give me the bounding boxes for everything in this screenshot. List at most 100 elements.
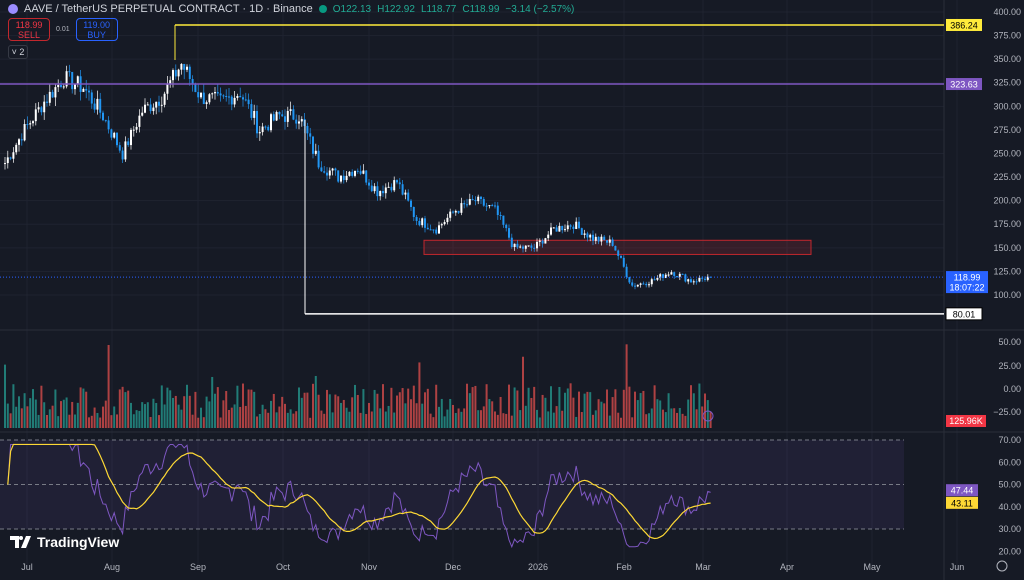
volume-bar <box>667 393 670 428</box>
volume-bar <box>158 415 160 428</box>
candle <box>396 180 398 183</box>
volume-bar <box>659 400 662 428</box>
volume-bar <box>690 385 692 428</box>
volume-bar <box>177 404 180 428</box>
candle <box>684 274 687 282</box>
volume-bar <box>286 412 289 428</box>
candle <box>9 157 12 159</box>
candle <box>20 139 23 141</box>
volume-bar <box>676 412 678 428</box>
volume-bar <box>270 400 272 428</box>
volume-tick-label: −25.00 <box>993 407 1021 417</box>
candle <box>622 257 625 267</box>
volume-bar <box>468 393 471 428</box>
volume-bar <box>183 396 186 428</box>
volume-bar <box>480 410 482 428</box>
candle <box>530 245 533 248</box>
volume-bar <box>314 375 317 428</box>
candle <box>376 186 379 197</box>
volume-bar <box>471 387 474 428</box>
volume-bar <box>233 404 236 428</box>
candle <box>662 274 664 279</box>
volume-bar <box>572 397 575 428</box>
candle <box>113 132 116 138</box>
volume-bar <box>342 399 345 428</box>
candle <box>323 171 326 173</box>
candle <box>572 226 575 229</box>
candle <box>645 283 648 286</box>
symbol-title[interactable]: AAVE / TetherUS PERPETUAL CONTRACT · 1D … <box>24 3 313 15</box>
volume-bar <box>68 414 71 428</box>
rsi-ma-value: 43.11 <box>951 498 973 508</box>
volume-bar <box>135 410 138 428</box>
candle <box>267 126 270 131</box>
candle <box>194 83 197 93</box>
candle <box>328 170 331 176</box>
candle <box>628 277 631 283</box>
volume-bar <box>275 412 278 428</box>
candle <box>295 119 298 124</box>
candle <box>228 96 230 98</box>
candle <box>160 104 163 106</box>
candle <box>244 99 247 101</box>
level-label: 386.24 <box>950 20 978 30</box>
candle <box>505 224 508 229</box>
candle <box>424 218 426 228</box>
volume-bar <box>194 391 197 428</box>
candle <box>166 84 169 94</box>
ohlc-high: H122.92 <box>377 3 415 15</box>
volume-bar <box>454 413 457 428</box>
tradingview-logo[interactable]: TradingView <box>10 534 119 550</box>
volume-bar <box>4 364 6 428</box>
market-open-icon <box>318 5 327 13</box>
sell-button[interactable]: 118.99 SELL <box>8 18 50 41</box>
candle <box>163 93 166 105</box>
volume-bar <box>166 387 169 428</box>
volume-bar <box>407 388 410 428</box>
volume-bar <box>340 402 342 428</box>
candle <box>26 124 29 126</box>
volume-bar <box>317 394 320 428</box>
volume-bar <box>172 397 174 428</box>
volume-bar <box>116 414 118 428</box>
buy-label: BUY <box>87 30 106 40</box>
level-label-bg <box>946 18 982 31</box>
candle <box>519 246 522 248</box>
candle <box>51 91 54 98</box>
buy-button[interactable]: 119.00 BUY <box>75 18 118 41</box>
settings-icon[interactable] <box>996 560 1008 572</box>
volume-bar <box>32 389 34 428</box>
volume-bar <box>309 417 312 428</box>
ohlc-change: −3.14 (−2.57%) <box>505 3 575 15</box>
volume-bar <box>376 393 379 428</box>
volume-bar <box>202 417 205 428</box>
volume-bar <box>664 412 667 428</box>
candle <box>314 150 317 154</box>
collapse-indicators-button[interactable]: ˅ 2 <box>8 45 28 59</box>
candle <box>432 229 435 231</box>
candle <box>566 225 569 230</box>
x-tick-label: Dec <box>445 562 462 572</box>
candle <box>639 283 642 285</box>
candle <box>85 88 88 91</box>
candle <box>88 90 90 93</box>
volume-bar <box>34 399 37 428</box>
candle <box>144 104 146 113</box>
volume-bar <box>527 387 530 428</box>
volume-bar <box>393 412 396 428</box>
volume-bar <box>384 411 387 428</box>
volume-bar <box>242 383 244 428</box>
volume-bar <box>438 406 440 428</box>
x-tick-label: Jul <box>21 562 33 572</box>
candle <box>71 71 74 90</box>
candle <box>306 125 309 134</box>
x-tick-label: Nov <box>361 562 378 572</box>
candle <box>23 124 26 141</box>
candle <box>583 233 586 235</box>
candle <box>659 274 662 278</box>
volume-bar <box>124 392 127 428</box>
volume-bar <box>48 409 51 428</box>
candle <box>695 281 698 283</box>
rsi-tick-label: 20.00 <box>998 546 1021 556</box>
